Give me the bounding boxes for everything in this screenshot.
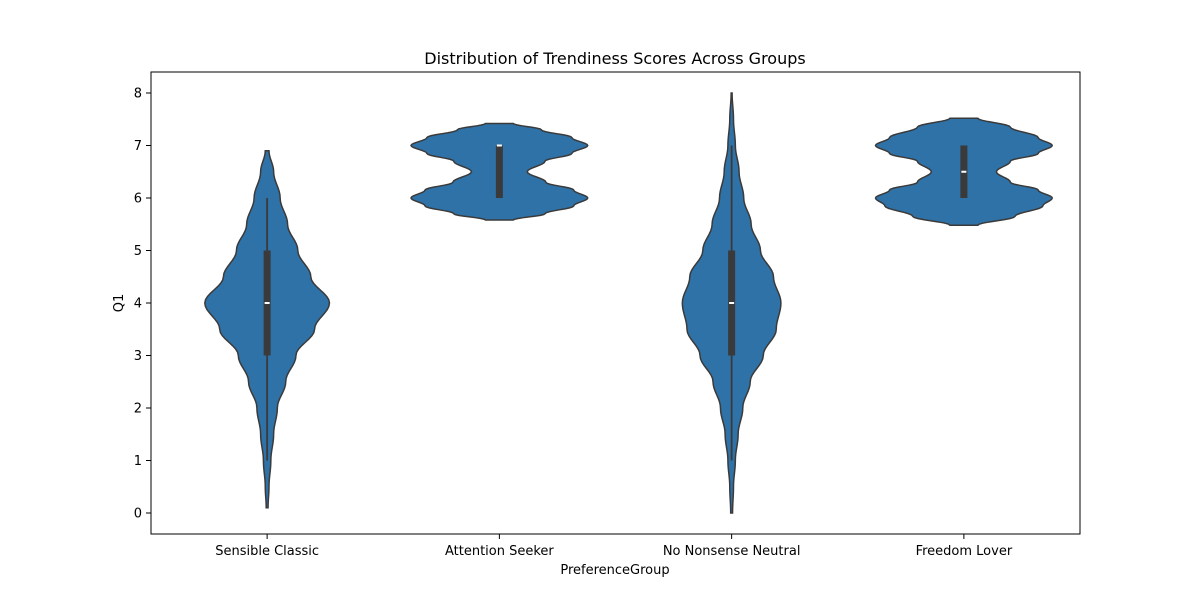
y-tick-label: 6	[134, 192, 142, 207]
x-tick-label: No Nonsense Neutral	[663, 544, 801, 559]
y-tick-label: 2	[134, 402, 142, 417]
x-axis-label: PreferenceGroup	[560, 563, 669, 578]
x-tick-label: Freedom Lover	[916, 544, 1013, 559]
y-tick-label: 8	[134, 87, 142, 102]
y-tick-label: 0	[134, 507, 142, 522]
y-axis: 0 1 2 3 4 5 6 7 8	[134, 87, 151, 522]
y-tick-label: 4	[134, 297, 142, 312]
y-tick-label: 5	[134, 244, 142, 259]
violin-layer	[204, 92, 1054, 514]
y-tick-label: 7	[134, 139, 142, 154]
y-axis-label: Q1	[112, 294, 127, 313]
x-axis: Sensible Classic Attention Seeker No Nonse…	[215, 534, 1013, 559]
chart-title: Distribution of Trendiness Scores Across…	[424, 49, 805, 68]
iqr-box	[495, 145, 503, 198]
y-tick-label: 3	[134, 349, 142, 364]
y-tick-label: 1	[134, 454, 142, 469]
x-tick-label: Attention Seeker	[445, 544, 554, 559]
x-tick-label: Sensible Classic	[215, 544, 319, 559]
box-layer	[263, 144, 968, 461]
